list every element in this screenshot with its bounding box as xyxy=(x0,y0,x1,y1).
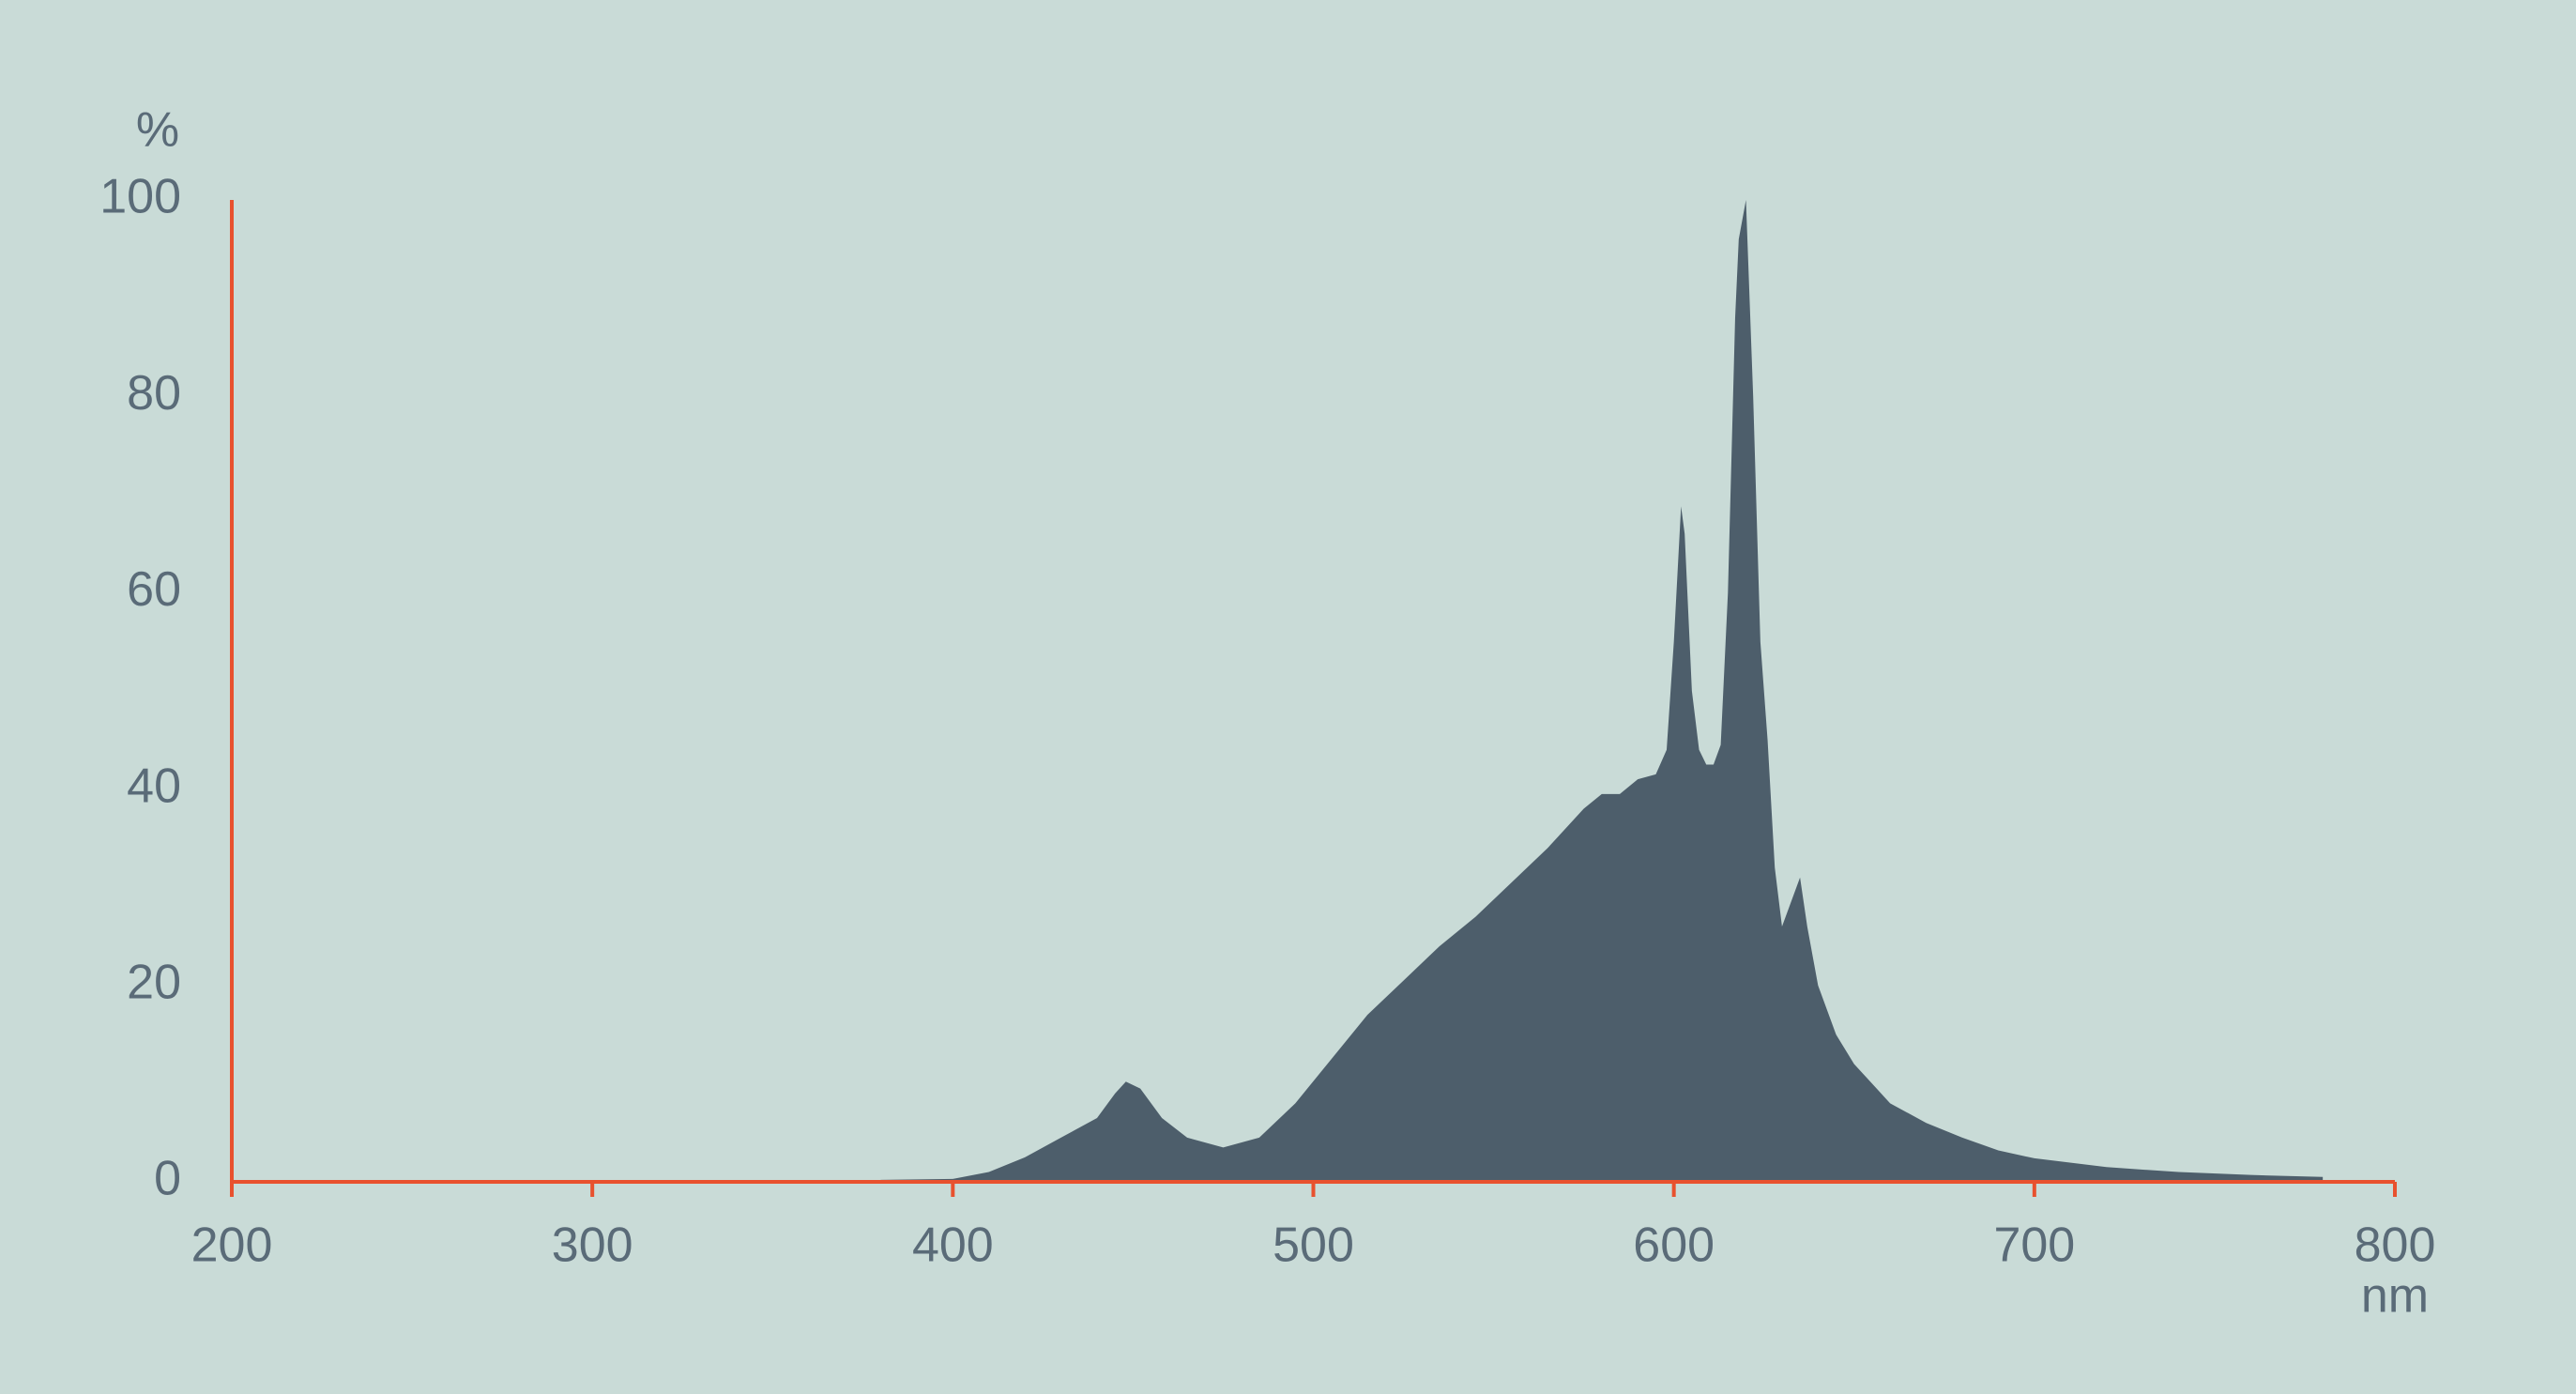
y-tick-label: 20 xyxy=(127,956,181,1010)
x-tick-label: 400 xyxy=(912,1218,994,1273)
x-tick-label: 200 xyxy=(191,1218,273,1273)
y-tick-label: 40 xyxy=(127,758,181,813)
x-tick-label: 700 xyxy=(1993,1218,2075,1273)
spectrum-area xyxy=(880,200,2324,1182)
y-tick-label: 60 xyxy=(127,562,181,617)
x-tick-label: 300 xyxy=(552,1218,633,1273)
y-tick-label: 100 xyxy=(99,170,181,224)
y-axis-label: % xyxy=(136,103,179,158)
x-tick-label: 500 xyxy=(1273,1218,1354,1273)
x-tick-label: 800 xyxy=(2355,1218,2436,1273)
x-tick-label: 600 xyxy=(1633,1218,1715,1273)
y-tick-label: 0 xyxy=(154,1152,181,1206)
x-axis-label: nm xyxy=(2361,1269,2429,1324)
y-tick-label: 80 xyxy=(127,366,181,421)
